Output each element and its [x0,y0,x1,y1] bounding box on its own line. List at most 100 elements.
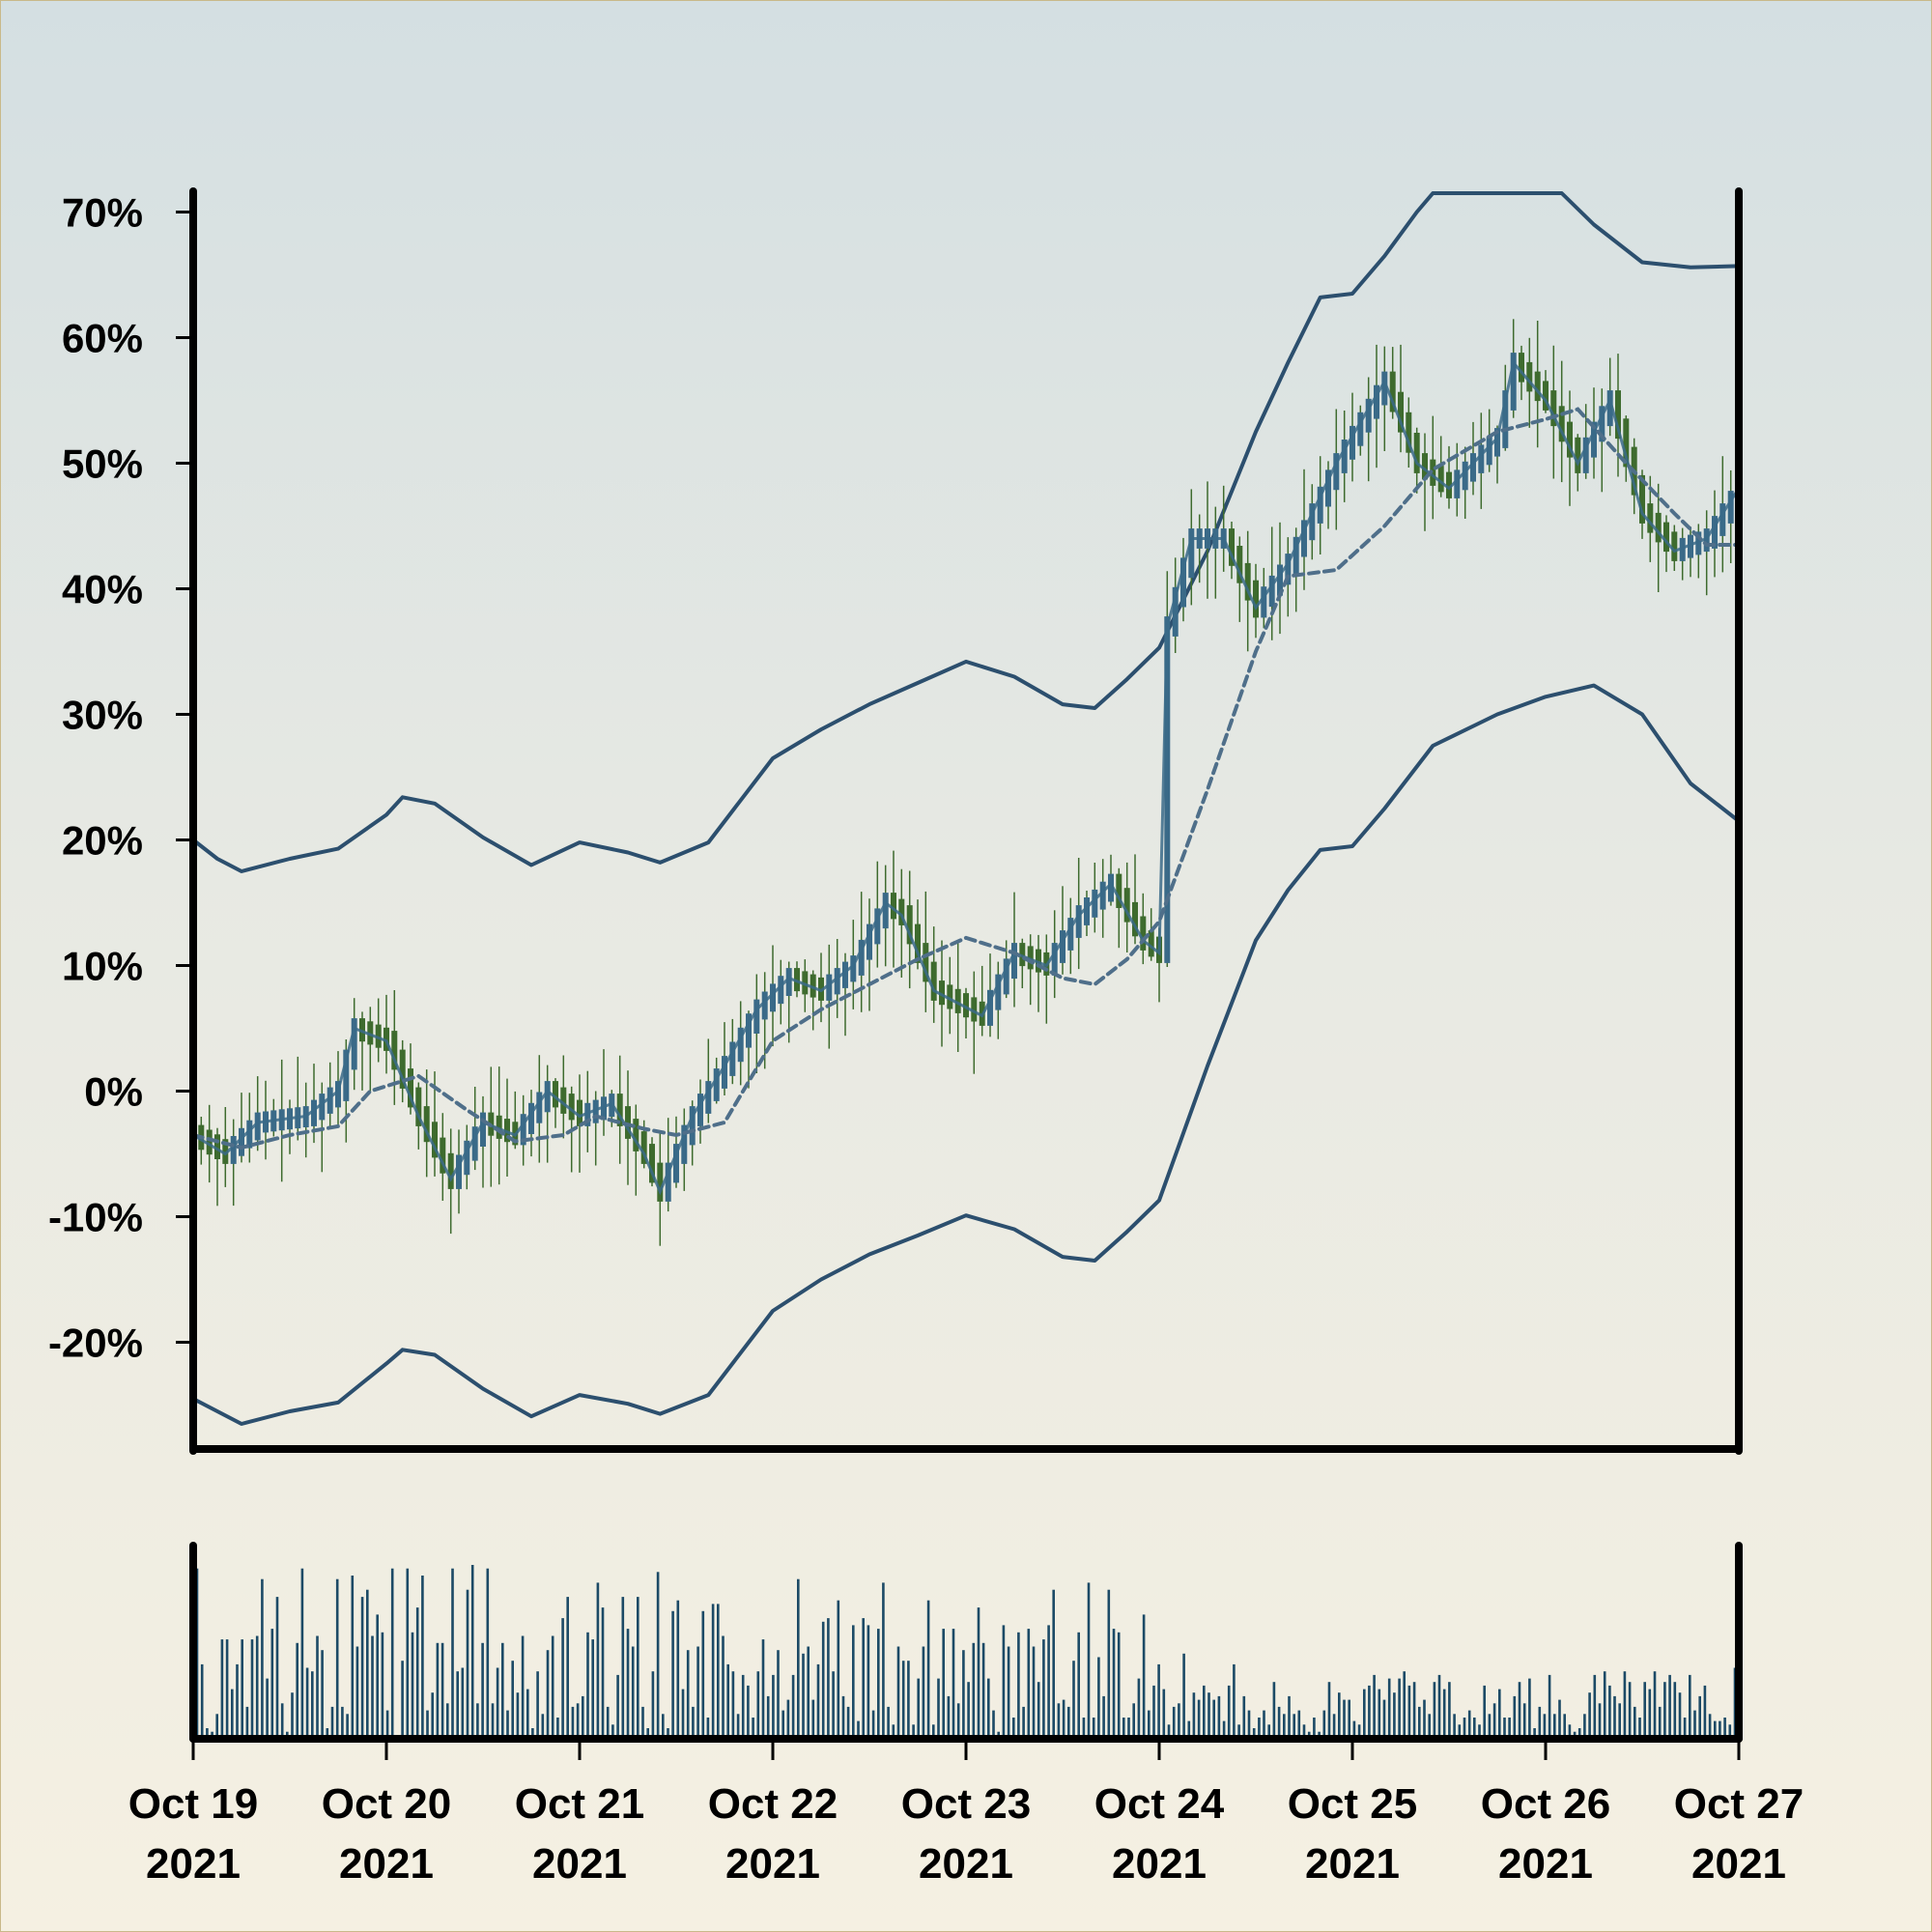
candle-body [1679,537,1686,561]
volume-bar [1178,1703,1180,1739]
volume-bar [1017,1632,1020,1739]
candle-body [1478,444,1485,473]
volume-bar [846,1706,850,1739]
candle-body [753,999,760,1034]
x-tick-label-date: Oct 24 [1094,1780,1225,1828]
volume-bar [1723,1718,1726,1739]
volume-bar [1488,1714,1492,1739]
candle-body [1301,520,1307,557]
y-tick-label: 40% [62,567,143,612]
volume-bar [431,1692,434,1739]
volume-bar [1077,1632,1080,1739]
volume-bar [1217,1695,1221,1739]
volume-bar [1022,1706,1025,1739]
volume-bar [1072,1661,1075,1739]
volume-bar [1012,1718,1015,1739]
candle-body [1261,586,1267,618]
volume-bar [706,1718,710,1739]
volume-bar [711,1604,715,1739]
volume-bar [1648,1689,1652,1739]
volume-bar [802,1653,805,1739]
volume-bar [241,1639,243,1739]
volume-bar [1057,1703,1061,1739]
volume-bar [1252,1728,1256,1739]
volume-bar [1683,1718,1687,1739]
candle-body [1003,958,1009,995]
volume-bar [1297,1710,1301,1739]
volume-bar [470,1565,474,1739]
candle-body [1671,531,1678,561]
volume-bar [466,1589,469,1739]
candle-body [1140,916,1147,951]
volume-bar [892,1724,895,1739]
volume-bar [1593,1674,1597,1739]
volume-bar [426,1710,429,1739]
volume-bar [546,1650,550,1739]
volume-bar [291,1692,294,1739]
volume-bar [1002,1625,1006,1739]
volume-bar [421,1576,424,1739]
volume-bar [330,1706,334,1739]
volume-bar [962,1650,965,1739]
candle-body [528,1102,534,1134]
candle-body [1502,390,1509,448]
volume-bar [476,1703,479,1739]
volume-bar [606,1706,610,1739]
candle-body [1341,440,1348,473]
candle-body [794,968,800,992]
volume-bar [261,1578,264,1739]
volume-bar [571,1706,575,1739]
volume-bar [797,1578,800,1739]
volume-bar [1653,1671,1657,1739]
candle-body [1606,390,1613,427]
y-tick-label: 20% [62,818,143,864]
candle-body [319,1094,326,1121]
candle-body [464,1140,470,1176]
candle-body [1036,949,1041,973]
volume-bar [1473,1718,1476,1739]
volume-bar [747,1685,750,1739]
volume-bar [1543,1714,1547,1739]
x-tick-label-date: Oct 26 [1481,1780,1611,1828]
candle-body [1727,491,1734,524]
volume-bar [692,1706,695,1739]
x-tick-label-date: Oct 23 [901,1780,1032,1828]
volume-bar [926,1600,930,1739]
candle-body [930,961,937,1001]
candle-body [1333,453,1340,491]
volume-bar [1522,1703,1526,1739]
candle-body [384,1027,389,1051]
volume-bar [626,1629,630,1739]
candle-body [737,1027,744,1063]
volume-bar [1714,1720,1717,1739]
volume-bar [311,1671,314,1739]
volume-bar [231,1689,234,1739]
volume-bar [701,1610,705,1739]
volume-bar [631,1646,635,1739]
volume-bar [1463,1718,1466,1739]
candle-body [1623,418,1630,468]
volume-bar [1689,1674,1691,1739]
volume-bar [1182,1653,1185,1739]
volume-bar [862,1618,865,1739]
volume-bar [637,1597,639,1739]
volume-bar [381,1632,384,1739]
x-tick-label-year: 2021 [1305,1840,1400,1888]
volume-bar [1518,1682,1521,1739]
volume-bar [867,1625,870,1739]
candle-body [560,1087,567,1114]
candle-body [1268,575,1275,608]
volume-bar [987,1678,990,1739]
candle-body [898,898,905,925]
volume-bar [686,1650,690,1739]
volume-bar [741,1674,745,1739]
volume-bar [521,1635,525,1739]
volume-bar [947,1695,951,1739]
volume-bar [646,1728,649,1739]
volume-bar [1423,1699,1426,1739]
volume-bar [1693,1710,1696,1739]
volume-bar [536,1671,539,1739]
volume-bar [1418,1706,1421,1739]
volume-bar [841,1695,845,1739]
candle-body [1277,564,1283,596]
